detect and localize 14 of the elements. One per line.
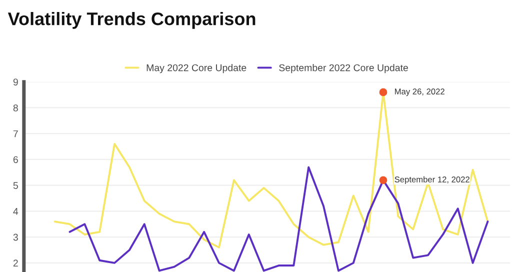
- y-tick-label: 8: [13, 104, 18, 112]
- y-tick-label: 6: [13, 156, 18, 164]
- annotation: September 12, 2022: [394, 176, 470, 184]
- line-series: [68, 166, 489, 272]
- y-tick-label: 7: [13, 130, 18, 138]
- legend-label: May 2022 Core Update: [146, 64, 246, 74]
- chart-title: Volatility Trends Comparison: [8, 12, 256, 29]
- annotation: May 26, 2022: [395, 88, 444, 96]
- y-tick-label: 3: [13, 234, 18, 241]
- y-tick-label: 9: [13, 78, 18, 86]
- y-tick-label: 4: [13, 208, 18, 215]
- legend-label: September 2022 Core Update: [279, 64, 408, 74]
- y-tick-label: 5: [13, 182, 18, 189]
- y-tick-label: 2: [13, 260, 18, 266]
